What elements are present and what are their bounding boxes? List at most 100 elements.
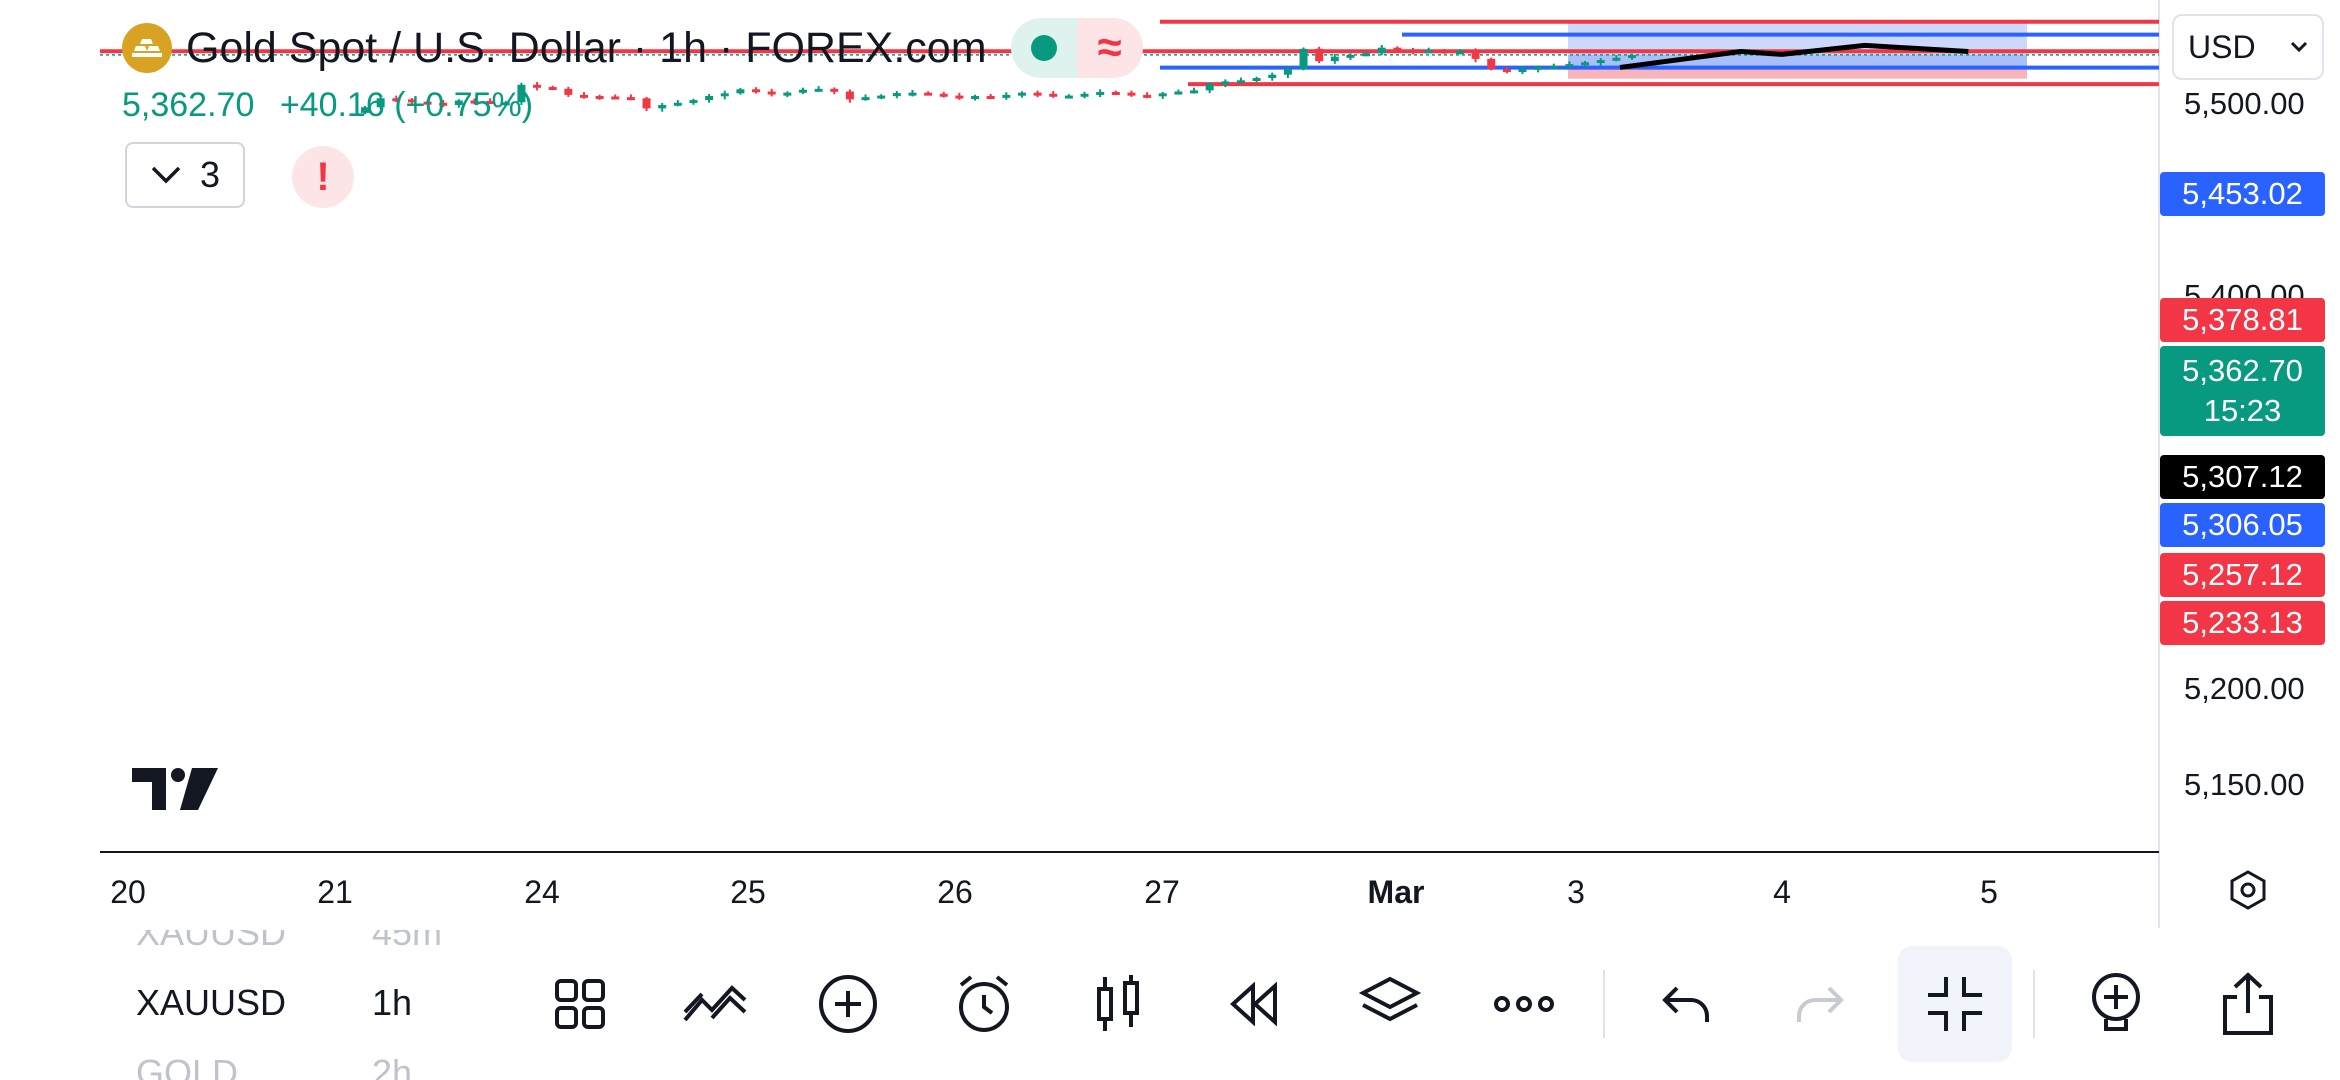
candle-body: [470, 100, 479, 104]
y-tick: 5,200.00: [2184, 671, 2305, 706]
volatility-icon: ≈: [1076, 18, 1143, 78]
symbol-option-selected[interactable]: XAUUSD 1h: [136, 982, 413, 1023]
chevron-down-icon: [151, 166, 181, 184]
price-label: 5,306.05: [2160, 503, 2325, 547]
x-tick: 3: [1567, 874, 1585, 910]
candle-body: [1033, 92, 1042, 96]
candle-body: [454, 100, 463, 106]
x-tick: 20: [110, 874, 146, 910]
candle-body: [1190, 90, 1199, 94]
candle-body: [814, 88, 823, 92]
candle-body: [564, 88, 573, 95]
candle-body: [1409, 49, 1418, 53]
candle-body: [1393, 47, 1402, 51]
candle-body: [548, 87, 557, 91]
candle-body: [1143, 94, 1152, 98]
candle-body: [1549, 65, 1558, 69]
current-price-value: 5,362.70: [2182, 353, 2303, 388]
candle-body: [1346, 54, 1355, 58]
grid-icon[interactable]: [538, 962, 622, 1046]
x-tick: Mar: [1367, 874, 1425, 910]
candle-body: [845, 91, 854, 100]
idea-icon[interactable]: [2074, 962, 2158, 1046]
price-label: 5,257.12: [2160, 553, 2325, 597]
candle-body: [361, 107, 369, 113]
layers-icon[interactable]: [1348, 962, 1432, 1046]
candle-body: [673, 102, 682, 106]
currency-select[interactable]: USD: [2172, 14, 2324, 80]
candle-body: [595, 96, 604, 100]
candle-body: [1581, 62, 1590, 66]
gold-symbol-icon: [122, 23, 172, 73]
bar-countdown: 15:23: [2203, 393, 2282, 428]
toolbar-divider: [2033, 970, 2035, 1038]
candle-body: [407, 99, 416, 103]
candle-body: [783, 92, 792, 96]
indicators-toggle-button[interactable]: 3: [125, 142, 245, 208]
replay-icon[interactable]: [1212, 962, 1296, 1046]
candle-body: [705, 96, 714, 101]
alert-clock-icon[interactable]: [942, 962, 1026, 1046]
fullscreen-exit-icon: [1928, 977, 1982, 1031]
undo-icon[interactable]: [1644, 962, 1728, 1046]
market-status-pills[interactable]: ≈: [1010, 18, 1143, 78]
x-tick: 27: [1144, 874, 1180, 910]
candle-body: [971, 96, 980, 100]
candle-body: [423, 101, 432, 105]
candles-icon[interactable]: [1076, 962, 1160, 1046]
candle-body: [1471, 51, 1480, 59]
candle-body: [736, 89, 745, 94]
candle-body: [1002, 94, 1011, 98]
candle-body: [1330, 56, 1339, 62]
price-label: 5,453.02: [2160, 172, 2325, 216]
chevron-down-icon: [2290, 41, 2308, 53]
candle-body: [626, 97, 635, 101]
current-price-label: 5,362.70 15:23: [2160, 346, 2325, 436]
candle-body: [579, 94, 588, 98]
candle-body: [1111, 91, 1120, 95]
candle-body: [1064, 95, 1073, 99]
warning-icon[interactable]: !: [292, 146, 354, 208]
candle-body: [939, 93, 948, 97]
symbol-option[interactable]: XAUUSD 45m: [136, 930, 443, 953]
price-label: 5,233.13: [2160, 601, 2325, 645]
price-change-row: 5,362.70 +40.16 (+0.75%): [122, 86, 533, 125]
tradingview-logo: [132, 766, 220, 817]
symbol-picker[interactable]: XAUUSD 45m XAUUSD 1h GOLD 2h: [0, 930, 530, 1080]
candle-body: [924, 92, 933, 96]
chart-settings-icon[interactable]: [2226, 868, 2270, 917]
add-icon[interactable]: [806, 962, 890, 1046]
drawing-tools-icon[interactable]: [673, 962, 757, 1046]
redo-icon[interactable]: [1778, 962, 1862, 1046]
more-icon[interactable]: [1482, 962, 1566, 1046]
candle-body: [642, 98, 651, 109]
candle-body: [611, 96, 620, 100]
candle-body: [517, 84, 526, 103]
symbol-option[interactable]: GOLD 2h: [136, 1052, 413, 1080]
candle-body: [1299, 48, 1308, 70]
candle-body: [1612, 57, 1621, 61]
x-tick: 5: [1980, 874, 1998, 910]
x-tick: 26: [937, 874, 973, 910]
candle-body: [689, 100, 698, 104]
share-icon[interactable]: [2206, 962, 2290, 1046]
candle-body: [1424, 50, 1433, 54]
candle-body: [908, 92, 917, 96]
candle-body: [1455, 51, 1464, 55]
candle-body: [1127, 92, 1136, 96]
symbol-header[interactable]: Gold Spot / U.S. Dollar · 1h · FOREX.com…: [122, 18, 1143, 78]
candle-body: [1362, 53, 1371, 57]
fullscreen-exit-button[interactable]: [1898, 946, 2012, 1062]
indicator-count: 3: [199, 154, 221, 195]
market-open-icon: [1010, 18, 1077, 78]
y-tick: 5,150.00: [2184, 767, 2305, 802]
candle-body: [392, 98, 401, 102]
candle-body: [1502, 69, 1511, 73]
candle-body: [486, 100, 495, 104]
candle-body: [1096, 91, 1105, 95]
toolbar-divider: [1603, 970, 1605, 1038]
candle-body: [1565, 64, 1574, 68]
candle-body: [830, 88, 839, 92]
y-tick: 5,500.00: [2184, 86, 2305, 121]
